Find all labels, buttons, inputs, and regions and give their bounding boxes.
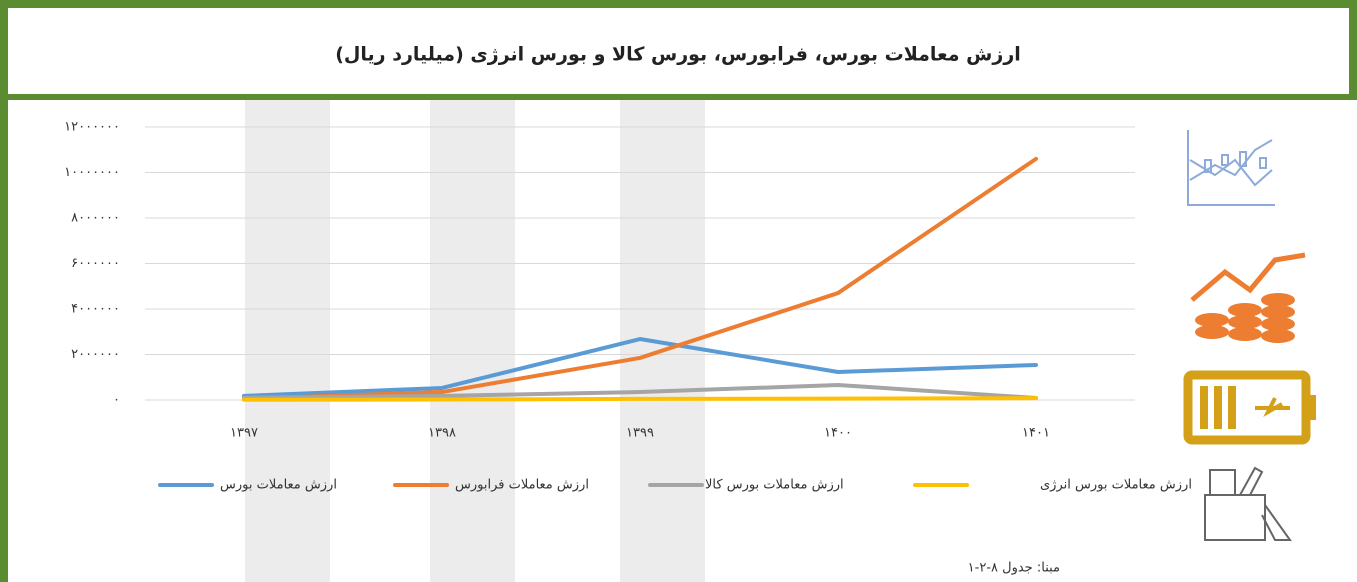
series-line <box>242 337 1038 398</box>
series-line <box>242 156 1038 401</box>
y-tick-label: ۶۰۰۰۰۰۰ <box>71 256 120 271</box>
x-tick-label: ۱۴۰۰ <box>824 426 852 441</box>
chart-title: ارزش معاملات بورس، فرابورس، بورس کالا و … <box>335 44 1021 66</box>
source-note: مبنا: جدول ۸-۲-۱ <box>968 561 1060 576</box>
legend-label: ارزش معاملات بورس <box>220 478 337 493</box>
x-tick-label: ۱۳۹۸ <box>428 426 456 441</box>
y-tick-label: ۱۰۰۰۰۰۰۰ <box>64 165 120 180</box>
legend-label: ارزش معاملات فرابورس <box>455 478 589 493</box>
legend-label: ارزش معاملات بورس کالا <box>705 478 844 493</box>
y-tick-label: ۲۰۰۰۰۰۰ <box>71 347 120 362</box>
frame-right <box>1349 0 1357 100</box>
watermark <box>245 0 705 582</box>
x-tick-label: ۱۴۰۱ <box>1022 426 1050 441</box>
y-tick-label: ۱۲۰۰۰۰۰۰ <box>64 120 120 135</box>
frame-top <box>0 0 1357 8</box>
x-tick-label: ۱۳۹۹ <box>626 426 654 441</box>
icons <box>1183 130 1316 541</box>
legend-label: ارزش معاملات بورس انرژی <box>1040 478 1192 493</box>
y-tick-label: ۰ <box>113 393 120 408</box>
x-tick-label: ۱۳۹۷ <box>230 426 258 441</box>
series-line <box>242 382 1038 400</box>
title-rule <box>0 94 1357 100</box>
y-tick-label: ۴۰۰۰۰۰۰ <box>71 302 120 317</box>
series-line <box>242 396 1038 402</box>
y-tick-label: ۸۰۰۰۰۰۰ <box>71 211 120 226</box>
frame-left <box>0 0 8 582</box>
